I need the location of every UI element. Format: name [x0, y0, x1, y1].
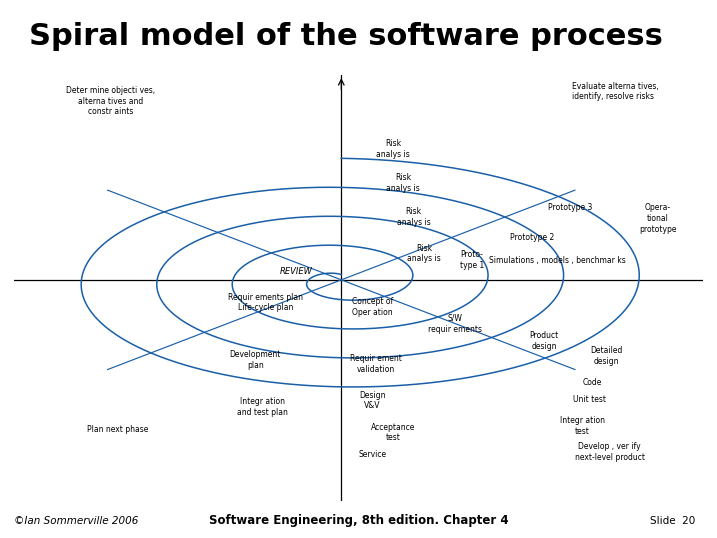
Text: Simulations , models , benchmar ks: Simulations , models , benchmar ks	[489, 256, 626, 265]
Text: Product
design: Product design	[530, 331, 559, 351]
Text: Integr ation
test: Integr ation test	[560, 416, 604, 436]
Text: ©Ian Sommerville 2006: ©Ian Sommerville 2006	[14, 515, 138, 526]
Text: Service: Service	[358, 450, 386, 459]
Text: Proto-
type 1: Proto- type 1	[460, 250, 484, 270]
Text: Design
V&V: Design V&V	[359, 391, 386, 410]
Text: Slide  20: Slide 20	[650, 515, 695, 526]
Text: Deter mine objecti ves,
alterna tives and
constr aints: Deter mine objecti ves, alterna tives an…	[66, 86, 156, 116]
Text: Integr ation
and test plan: Integr ation and test plan	[237, 397, 288, 417]
Text: Unit test: Unit test	[573, 395, 606, 404]
Text: Spiral model of the software process: Spiral model of the software process	[29, 23, 663, 52]
Text: Prototype 2: Prototype 2	[510, 233, 554, 242]
Text: Risk
analys is: Risk analys is	[386, 173, 420, 193]
Text: REVIEW: REVIEW	[280, 267, 313, 276]
Text: Acceptance
test: Acceptance test	[371, 422, 415, 442]
Text: Requir ements plan
Life-cycle plan: Requir ements plan Life-cycle plan	[228, 293, 303, 313]
Text: Risk
analys is: Risk analys is	[397, 208, 430, 227]
Text: Concept of
Oper ation: Concept of Oper ation	[351, 297, 393, 317]
Text: Development
plan: Development plan	[229, 350, 281, 370]
Text: Opera-
tional
prototype: Opera- tional prototype	[639, 203, 677, 233]
Text: S/W
requir ements: S/W requir ements	[428, 314, 482, 334]
Text: Detailed
design: Detailed design	[590, 346, 622, 366]
Text: Risk
analys is: Risk analys is	[376, 139, 410, 159]
Text: Requir ement
validation: Requir ement validation	[350, 355, 402, 374]
Text: Software Engineering, 8th edition. Chapter 4: Software Engineering, 8th edition. Chapt…	[209, 514, 508, 527]
Text: Develop , ver ify
next-level product: Develop , ver ify next-level product	[575, 442, 645, 462]
Text: Risk
analys is: Risk analys is	[407, 244, 441, 264]
Text: Evaluate alterna tives,
identify, resolve risks: Evaluate alterna tives, identify, resolv…	[572, 82, 659, 102]
Text: Prototype 3: Prototype 3	[548, 203, 592, 212]
Text: Plan next phase: Plan next phase	[87, 424, 148, 434]
Text: Code: Code	[583, 378, 602, 387]
